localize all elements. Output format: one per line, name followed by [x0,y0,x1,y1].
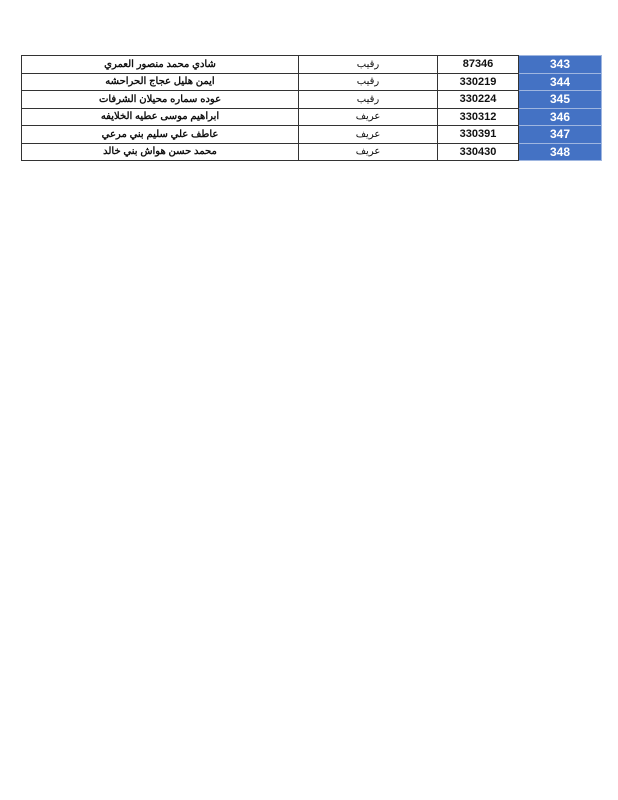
table-row: ايمن هليل عجاج الحراحشه رقيب 330219 344 [21,72,602,91]
index-cell: 347 [518,125,602,144]
number-cell: 87346 [437,55,519,74]
table-row: محمد حسن هواش بني خالد عريف 330430 348 [21,142,602,161]
table-row: عاطف علي سليم بني مرعي عريف 330391 347 [21,125,602,144]
number-cell: 330219 [437,72,519,91]
index-cell: 345 [518,90,602,109]
index-cell: 346 [518,107,602,126]
rank-cell: عريف [298,107,438,126]
name-cell: عوده سماره محيلان الشرفات [21,90,299,109]
rank-cell: رقيب [298,90,438,109]
rank-cell: رقيب [298,55,438,74]
rank-cell: عريف [298,142,438,161]
index-cell: 344 [518,72,602,91]
name-cell: شادي محمد منصور العمري [21,55,299,74]
name-cell: محمد حسن هواش بني خالد [21,142,299,161]
table-row: شادي محمد منصور العمري رقيب 87346 343 [21,55,602,74]
name-cell: ابراهيم موسى عطيه الخلايفه [21,107,299,126]
number-cell: 330430 [437,142,519,161]
index-cell: 348 [518,142,602,161]
rank-cell: رقيب [298,72,438,91]
name-cell: ايمن هليل عجاج الحراحشه [21,72,299,91]
number-cell: 330391 [437,125,519,144]
table-row: ابراهيم موسى عطيه الخلايفه عريف 330312 346 [21,107,602,126]
number-cell: 330224 [437,90,519,109]
name-cell: عاطف علي سليم بني مرعي [21,125,299,144]
rank-cell: عريف [298,125,438,144]
number-cell: 330312 [437,107,519,126]
personnel-table: شادي محمد منصور العمري رقيب 87346 343 ايمن ه… [21,55,602,161]
table-row: عوده سماره محيلان الشرفات رقيب 330224 345 [21,90,602,109]
index-cell: 343 [518,55,602,74]
